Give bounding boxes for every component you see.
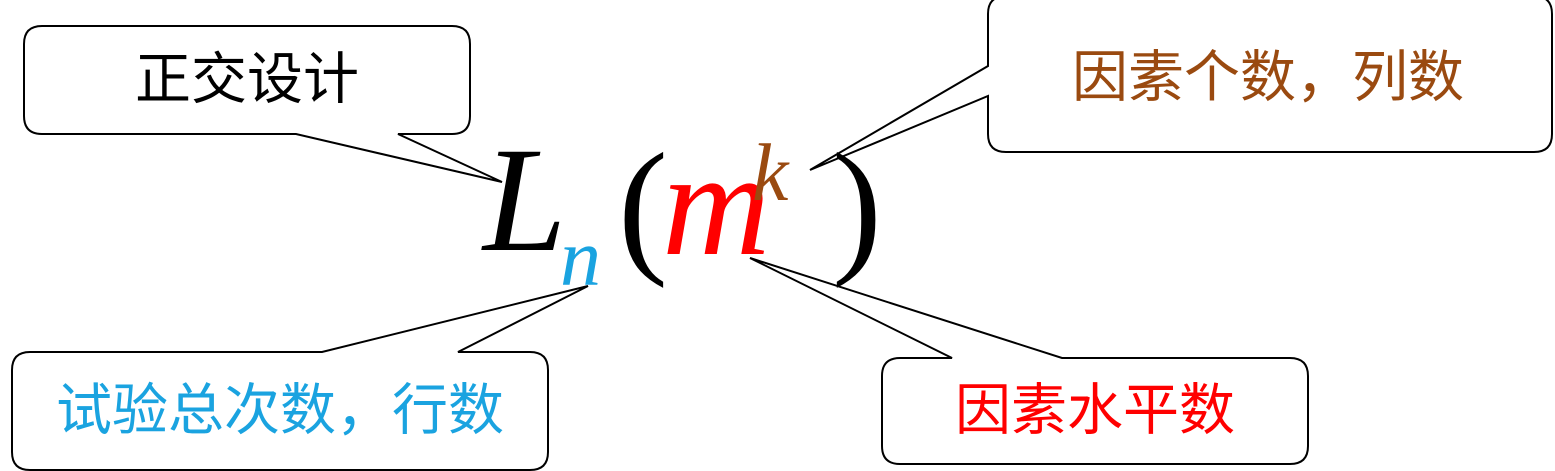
formula-subscript-n: n: [560, 212, 601, 303]
callout-levels-text: 因素水平数: [955, 379, 1235, 444]
formula-base-m: m: [662, 121, 770, 287]
callout-factors-text: 因素个数，列数: [1072, 46, 1464, 111]
callout-levels-bubble: [749, 257, 1309, 465]
callout-trials-text: 试验总次数，行数: [56, 379, 504, 444]
formula-open-paren: (: [618, 123, 668, 289]
formula-close-paren: ): [832, 123, 882, 289]
formula-symbol-L: L: [481, 117, 566, 283]
formula-exponent-k: k: [752, 127, 790, 218]
callout-design-text: 正交设计: [135, 48, 359, 113]
callout-factors-bubble: [809, 0, 1553, 171]
callout-design-bubble: [23, 25, 503, 183]
callout-trials-bubble: [11, 285, 589, 471]
